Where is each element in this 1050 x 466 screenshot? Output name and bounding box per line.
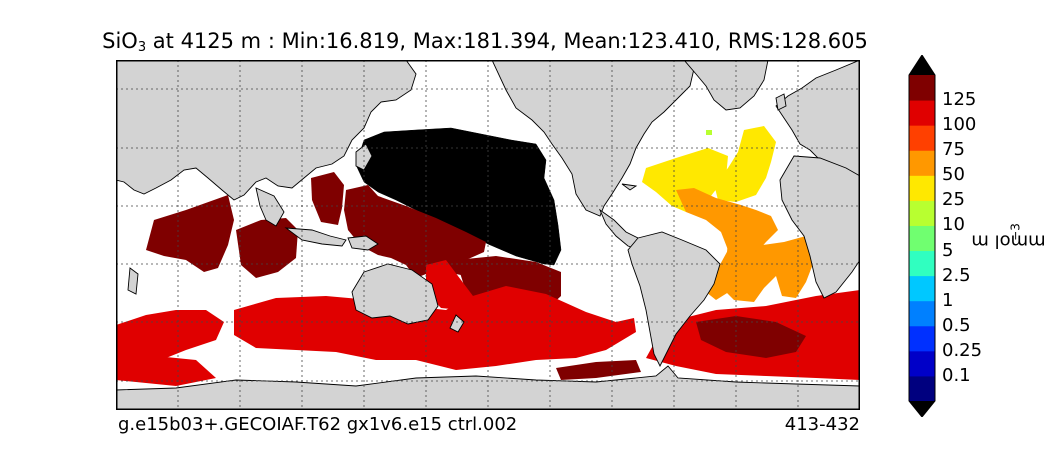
field-patch-green xyxy=(706,130,712,135)
field-weddell xyxy=(696,316,806,358)
colorbar-segment xyxy=(909,300,935,327)
unit-text: mmol m xyxy=(971,230,1046,252)
land-south-america xyxy=(627,231,721,368)
land-masses xyxy=(116,60,860,410)
title-statistics: at 4125 m : Min:16.819, Max:181.394, Mea… xyxy=(146,29,868,53)
colorbar-extend-min xyxy=(909,401,935,417)
field-west-pacific xyxy=(344,185,486,278)
field-southern-ocean-central xyxy=(234,286,636,370)
land-southeast-asia xyxy=(255,187,285,227)
colorbar-tick-label: 25 xyxy=(942,189,965,211)
colorbar-segment xyxy=(909,250,935,277)
silicate-field xyxy=(116,60,860,386)
map-border xyxy=(116,60,860,410)
gridlines xyxy=(116,60,860,410)
field-indian-ocean-west xyxy=(146,195,234,272)
land-greenland xyxy=(683,60,769,111)
field-tropical-atlantic xyxy=(676,188,778,300)
colorbar-segment xyxy=(909,275,935,302)
colorbar-segment xyxy=(909,325,935,352)
colorbar-tick-label: 100 xyxy=(942,114,977,136)
colorbar-segment xyxy=(909,350,935,377)
field-antarctic-margin xyxy=(116,352,216,386)
land-new-guinea xyxy=(347,235,379,251)
run-identifier: g.e15b03+.GECOIAF.T62 gx1v6.e15 ctrl.002 xyxy=(118,414,518,435)
land-uk xyxy=(775,93,787,111)
field-philippine-sea xyxy=(311,172,344,225)
colorbar-tick-label: 75 xyxy=(942,139,965,161)
field-south-pacific-strip xyxy=(556,360,641,380)
colorbar-segment xyxy=(909,100,935,126)
land-north-america xyxy=(491,60,697,217)
title-subscript: 3 xyxy=(137,40,147,55)
field-pacific-sector xyxy=(426,260,476,310)
colorbar-tick-label: 125 xyxy=(942,89,977,111)
land-madagascar xyxy=(127,267,139,295)
colorbar-segment xyxy=(909,225,935,252)
map-title: SiO3 at 4125 m : Min:16.819, Max:181.394… xyxy=(0,28,970,61)
year-range: 413-432 xyxy=(784,414,860,435)
field-north-atlantic-east xyxy=(714,126,776,202)
colorbar-segment xyxy=(909,75,935,101)
colorbar-segment xyxy=(909,175,935,201)
colorbar xyxy=(908,55,936,417)
field-north-pacific xyxy=(355,127,562,266)
colorbar-tick-label: 5 xyxy=(942,239,954,261)
land-africa xyxy=(779,155,860,299)
colorbar-tick-label: 50 xyxy=(942,164,965,186)
colorbar-segment xyxy=(909,375,935,402)
field-south-atlantic xyxy=(722,236,816,302)
colorbar-extend-max xyxy=(909,55,935,75)
colorbar-tick-label: 2.5 xyxy=(942,264,971,286)
colorbar-outline xyxy=(908,55,936,417)
colorbar-tick-label: 0.25 xyxy=(942,339,983,361)
colorbar-tick-label: 10 xyxy=(942,214,965,236)
ocean-map xyxy=(116,60,860,410)
field-indian-ocean-east xyxy=(236,218,298,278)
land-caribbean xyxy=(621,183,638,191)
map-canvas xyxy=(116,60,860,410)
colorbar-segment xyxy=(909,125,935,151)
title-species: SiO xyxy=(102,29,138,53)
land-new-zealand xyxy=(449,314,465,333)
colorbar-segment xyxy=(909,200,935,226)
land-indonesia xyxy=(284,227,347,247)
field-southern-ocean-indian xyxy=(116,310,224,360)
land-eurasia xyxy=(116,60,417,201)
colorbar-tick-label: 1 xyxy=(942,289,954,311)
colorbar-segment xyxy=(909,150,935,176)
colorbar-tick-label: 0.5 xyxy=(942,314,971,336)
colorbar-tick-label: 0.1 xyxy=(942,364,971,386)
